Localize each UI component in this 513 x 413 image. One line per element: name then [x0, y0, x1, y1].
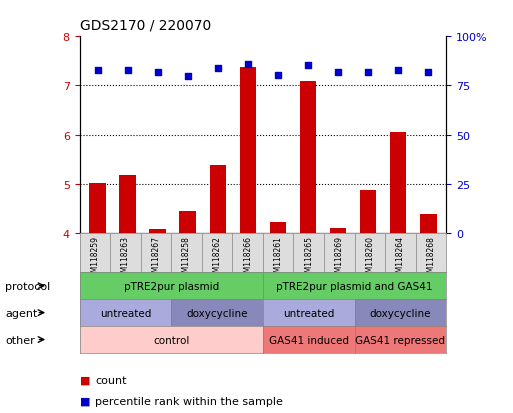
Bar — [420, 215, 437, 233]
Text: GDS2170 / 220070: GDS2170 / 220070 — [80, 19, 211, 33]
Bar — [149, 230, 166, 233]
Text: GSM118267: GSM118267 — [151, 235, 161, 281]
Text: GSM118261: GSM118261 — [274, 235, 283, 281]
Bar — [89, 183, 106, 233]
Bar — [180, 211, 196, 233]
Text: GSM118259: GSM118259 — [90, 235, 100, 281]
Point — [304, 62, 312, 69]
Text: GSM118260: GSM118260 — [365, 235, 374, 281]
Bar — [270, 223, 286, 233]
Text: agent: agent — [5, 308, 37, 318]
Point — [394, 67, 402, 74]
Text: GSM118266: GSM118266 — [243, 235, 252, 281]
Point — [153, 69, 162, 76]
Text: count: count — [95, 375, 126, 385]
Text: pTRE2pur plasmid and GAS41: pTRE2pur plasmid and GAS41 — [277, 281, 433, 291]
Point — [424, 69, 432, 76]
Text: protocol: protocol — [5, 281, 50, 291]
Text: GSM118268: GSM118268 — [426, 235, 436, 281]
Text: percentile rank within the sample: percentile rank within the sample — [95, 396, 283, 406]
Bar — [209, 166, 226, 233]
Bar — [240, 68, 256, 233]
Text: GSM118264: GSM118264 — [396, 235, 405, 281]
Text: ■: ■ — [80, 375, 90, 385]
Text: untreated: untreated — [283, 308, 334, 318]
Text: doxycycline: doxycycline — [186, 308, 248, 318]
Text: ■: ■ — [80, 396, 90, 406]
Point — [274, 72, 282, 79]
Text: GSM118258: GSM118258 — [182, 235, 191, 281]
Point — [124, 67, 132, 74]
Text: control: control — [153, 335, 189, 345]
Text: other: other — [5, 335, 35, 345]
Text: GSM118262: GSM118262 — [212, 235, 222, 281]
Text: GAS41 induced: GAS41 induced — [269, 335, 349, 345]
Bar — [120, 176, 136, 233]
Bar — [330, 228, 346, 233]
Point — [334, 69, 342, 76]
Text: GSM118263: GSM118263 — [121, 235, 130, 281]
Bar — [360, 190, 377, 233]
Bar — [390, 133, 406, 233]
Point — [214, 65, 222, 72]
Text: GAS41 repressed: GAS41 repressed — [356, 335, 445, 345]
Text: untreated: untreated — [100, 308, 151, 318]
Text: pTRE2pur plasmid: pTRE2pur plasmid — [124, 281, 219, 291]
Bar — [300, 82, 317, 233]
Text: GSM118269: GSM118269 — [335, 235, 344, 281]
Point — [364, 69, 372, 76]
Point — [93, 67, 102, 74]
Point — [184, 73, 192, 80]
Text: doxycycline: doxycycline — [370, 308, 431, 318]
Text: GSM118265: GSM118265 — [304, 235, 313, 281]
Point — [244, 61, 252, 68]
